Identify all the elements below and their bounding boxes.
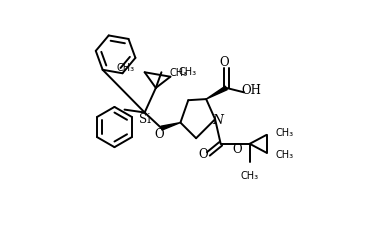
- Text: OH: OH: [242, 84, 261, 97]
- Text: CH₃: CH₃: [241, 171, 259, 181]
- Text: O: O: [198, 148, 208, 162]
- Text: Si: Si: [139, 113, 151, 126]
- Polygon shape: [206, 86, 227, 99]
- Text: CH₃: CH₃: [170, 68, 188, 78]
- Text: N: N: [212, 115, 223, 128]
- Text: O: O: [219, 56, 229, 69]
- Text: CH₃: CH₃: [117, 63, 134, 73]
- Text: CH₃: CH₃: [275, 128, 293, 138]
- Text: CH₃: CH₃: [275, 150, 293, 160]
- Polygon shape: [161, 123, 181, 130]
- Text: CH₃: CH₃: [179, 67, 197, 77]
- Text: O: O: [154, 128, 164, 141]
- Text: O: O: [233, 143, 242, 156]
